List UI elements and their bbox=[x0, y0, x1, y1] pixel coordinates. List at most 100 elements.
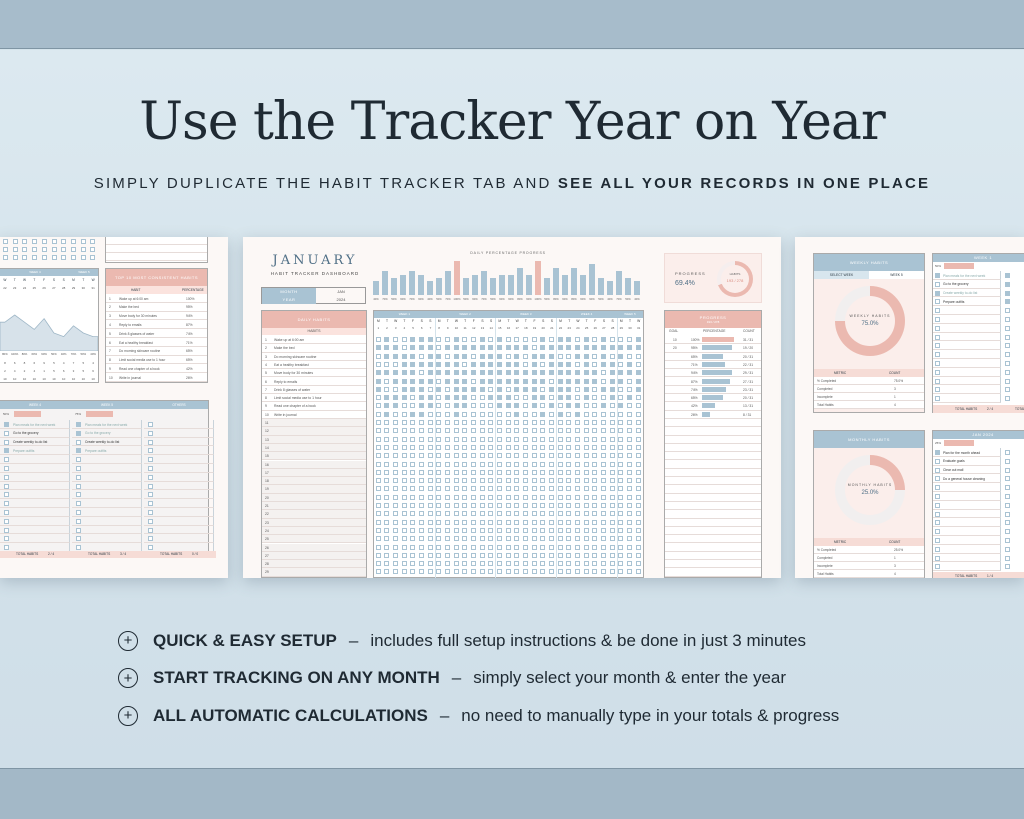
habit-checkbox[interactable] bbox=[609, 552, 615, 558]
habit-checkbox[interactable] bbox=[609, 361, 615, 367]
habit-checkbox[interactable] bbox=[609, 503, 615, 508]
habit-checkbox[interactable] bbox=[410, 469, 416, 475]
list-checkbox[interactable] bbox=[148, 430, 153, 436]
habit-checkbox[interactable] bbox=[384, 494, 390, 500]
habit-checkbox[interactable] bbox=[410, 503, 416, 508]
habit-checkbox[interactable] bbox=[601, 478, 607, 484]
checkbox[interactable] bbox=[3, 239, 8, 244]
habit-checkbox[interactable] bbox=[549, 361, 555, 367]
habit-checkbox[interactable] bbox=[566, 494, 572, 500]
habit-checkbox[interactable] bbox=[375, 345, 381, 351]
habit-checkbox[interactable] bbox=[453, 403, 459, 409]
habit-checkbox[interactable] bbox=[410, 453, 416, 459]
habit-checkbox[interactable] bbox=[575, 569, 581, 575]
habit-checkbox[interactable] bbox=[523, 411, 529, 417]
habit-checkbox[interactable] bbox=[583, 511, 589, 517]
habit-checkbox[interactable] bbox=[540, 527, 546, 533]
habit-checkbox[interactable] bbox=[479, 370, 485, 376]
habit-checkbox[interactable] bbox=[418, 527, 424, 533]
habit-checkbox[interactable] bbox=[523, 337, 529, 342]
habit-checkbox[interactable] bbox=[557, 486, 563, 492]
list-checkbox[interactable] bbox=[1005, 281, 1010, 287]
habit-checkbox[interactable] bbox=[549, 561, 555, 567]
habit-checkbox[interactable] bbox=[601, 486, 607, 492]
habit-checkbox[interactable] bbox=[583, 378, 589, 384]
habit-checkbox[interactable] bbox=[392, 469, 398, 475]
habit-checkbox[interactable] bbox=[470, 411, 476, 417]
checkbox[interactable] bbox=[51, 247, 57, 252]
habit-checkbox[interactable] bbox=[557, 428, 563, 434]
list-checkbox[interactable] bbox=[4, 536, 9, 542]
habit-checkbox[interactable] bbox=[462, 428, 468, 434]
habit-checkbox[interactable] bbox=[384, 378, 390, 384]
habit-checkbox[interactable] bbox=[384, 411, 390, 417]
habit-checkbox[interactable] bbox=[453, 527, 459, 533]
habit-checkbox[interactable] bbox=[557, 536, 563, 542]
habit-checkbox[interactable] bbox=[401, 569, 407, 575]
habit-checkbox[interactable] bbox=[583, 527, 589, 533]
list-checkbox[interactable] bbox=[935, 476, 940, 482]
habit-checkbox[interactable] bbox=[462, 561, 468, 567]
habit-checkbox[interactable] bbox=[401, 361, 407, 367]
habit-checkbox[interactable] bbox=[496, 511, 502, 517]
habit-checkbox[interactable] bbox=[392, 386, 398, 392]
habit-checkbox[interactable] bbox=[592, 544, 598, 550]
habit-checkbox[interactable] bbox=[401, 370, 407, 376]
habit-checkbox[interactable] bbox=[410, 486, 416, 492]
habit-checkbox[interactable] bbox=[566, 444, 572, 450]
habit-checkbox[interactable] bbox=[549, 511, 555, 517]
habit-checkbox[interactable] bbox=[488, 403, 494, 409]
habit-checkbox[interactable] bbox=[514, 428, 520, 434]
habit-checkbox[interactable] bbox=[410, 478, 416, 484]
habit-checkbox[interactable] bbox=[514, 395, 520, 401]
habit-checkbox[interactable] bbox=[575, 420, 581, 425]
habit-checkbox[interactable] bbox=[523, 353, 529, 359]
habit-checkbox[interactable] bbox=[384, 503, 390, 508]
habit-checkbox[interactable] bbox=[609, 453, 615, 459]
list-checkbox[interactable] bbox=[148, 518, 153, 524]
habit-checkbox[interactable] bbox=[531, 361, 537, 367]
habit-checkbox[interactable] bbox=[462, 544, 468, 550]
habit-checkbox[interactable] bbox=[401, 561, 407, 567]
habit-checkbox[interactable] bbox=[436, 436, 442, 442]
habit-checkbox[interactable] bbox=[557, 544, 563, 550]
habit-checkbox[interactable] bbox=[392, 569, 398, 575]
habit-checkbox[interactable] bbox=[479, 436, 485, 442]
habit-checkbox[interactable] bbox=[427, 361, 433, 367]
habit-checkbox[interactable] bbox=[392, 519, 398, 525]
habit-checkbox[interactable] bbox=[505, 345, 511, 351]
habit-checkbox[interactable] bbox=[488, 519, 494, 525]
habit-checkbox[interactable] bbox=[609, 378, 615, 384]
habit-checkbox[interactable] bbox=[523, 503, 529, 508]
habit-checkbox[interactable] bbox=[384, 395, 390, 401]
habit-checkbox[interactable] bbox=[635, 544, 641, 550]
habit-checkbox[interactable] bbox=[392, 503, 398, 508]
habit-checkbox[interactable] bbox=[479, 478, 485, 484]
list-checkbox[interactable] bbox=[1005, 485, 1010, 491]
habit-checkbox[interactable] bbox=[444, 527, 450, 533]
habit-checkbox[interactable] bbox=[470, 527, 476, 533]
list-checkbox[interactable] bbox=[76, 466, 81, 471]
habit-checkbox[interactable] bbox=[384, 345, 390, 351]
habit-checkbox[interactable] bbox=[557, 561, 563, 567]
habit-checkbox[interactable] bbox=[557, 395, 563, 401]
habit-checkbox[interactable] bbox=[392, 552, 398, 558]
habit-checkbox[interactable] bbox=[479, 544, 485, 550]
habit-checkbox[interactable] bbox=[479, 444, 485, 450]
habit-checkbox[interactable] bbox=[418, 345, 424, 351]
habit-checkbox[interactable] bbox=[557, 411, 563, 417]
habit-checkbox[interactable] bbox=[453, 436, 459, 442]
habit-checkbox[interactable] bbox=[444, 478, 450, 484]
habit-checkbox[interactable] bbox=[496, 378, 502, 384]
habit-checkbox[interactable] bbox=[557, 527, 563, 533]
habit-checkbox[interactable] bbox=[627, 569, 633, 575]
habit-checkbox[interactable] bbox=[488, 536, 494, 542]
habit-checkbox[interactable] bbox=[410, 527, 416, 533]
habit-checkbox[interactable] bbox=[496, 527, 502, 533]
habit-checkbox[interactable] bbox=[401, 386, 407, 392]
habit-checkbox[interactable] bbox=[479, 428, 485, 434]
habit-checkbox[interactable] bbox=[592, 378, 598, 384]
habit-checkbox[interactable] bbox=[427, 519, 433, 525]
habit-checkbox[interactable] bbox=[375, 527, 381, 533]
habit-checkbox[interactable] bbox=[601, 527, 607, 533]
